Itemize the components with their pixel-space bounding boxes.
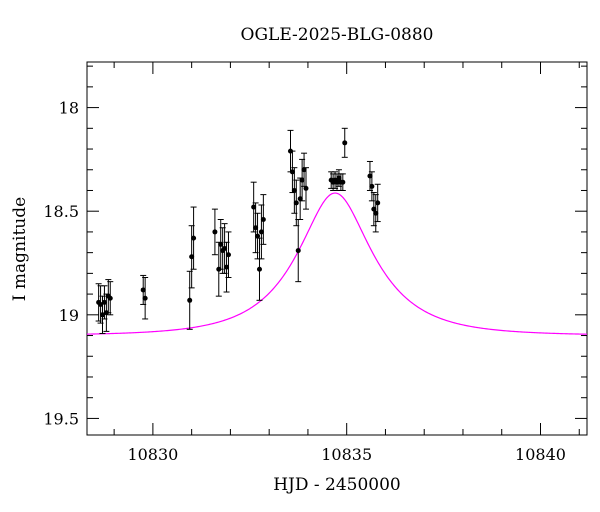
point-marker bbox=[303, 185, 309, 191]
point-marker bbox=[255, 233, 261, 239]
data-point bbox=[250, 181, 257, 233]
x-tick-label: 10840 bbox=[515, 445, 566, 464]
data-point bbox=[211, 208, 218, 256]
x-tick-label: 10835 bbox=[321, 445, 372, 464]
point-marker bbox=[191, 235, 197, 241]
data-point bbox=[142, 277, 149, 320]
point-marker bbox=[289, 169, 295, 175]
data-point bbox=[295, 218, 302, 283]
point-marker bbox=[224, 264, 230, 270]
point-marker bbox=[225, 252, 231, 258]
x-axis-label: HJD - 2450000 bbox=[273, 475, 401, 495]
data-point bbox=[254, 212, 261, 260]
point-marker bbox=[100, 312, 106, 318]
data-point bbox=[97, 285, 104, 324]
point-marker bbox=[373, 210, 379, 216]
point-marker bbox=[371, 206, 377, 212]
data-point bbox=[302, 167, 309, 210]
data-point bbox=[291, 167, 298, 214]
data-point bbox=[301, 152, 308, 187]
point-marker bbox=[260, 216, 266, 222]
point-marker bbox=[301, 167, 307, 173]
point-marker bbox=[342, 140, 348, 146]
data-point bbox=[225, 231, 232, 279]
plot-frame bbox=[86, 61, 588, 436]
data-point bbox=[374, 183, 381, 223]
data-point bbox=[293, 179, 300, 227]
data-point bbox=[190, 206, 197, 270]
point-marker bbox=[256, 266, 262, 272]
point-marker bbox=[299, 177, 305, 183]
data-point bbox=[186, 270, 193, 330]
point-marker bbox=[187, 297, 193, 303]
point-marker bbox=[367, 173, 373, 179]
point-marker bbox=[218, 241, 224, 247]
tick-labels: 10830 10835 10840 18 18.5 19 19.5 bbox=[43, 99, 566, 464]
y-axis-label: I magnitude bbox=[10, 197, 30, 301]
y-tick-label: 18 bbox=[59, 99, 79, 118]
data-point bbox=[107, 281, 114, 316]
data-point bbox=[188, 225, 195, 289]
point-marker bbox=[212, 229, 218, 235]
point-marker bbox=[334, 179, 340, 185]
point-marker bbox=[297, 196, 303, 202]
data-point bbox=[223, 241, 230, 293]
data-point bbox=[297, 177, 304, 220]
point-marker bbox=[375, 200, 381, 206]
point-marker bbox=[291, 187, 297, 193]
model-curve-layer bbox=[86, 192, 588, 335]
data-point bbox=[256, 237, 263, 301]
point-marker bbox=[336, 175, 342, 181]
point-marker bbox=[253, 225, 259, 231]
data-point bbox=[341, 127, 348, 158]
y-tick-label: 19.5 bbox=[43, 409, 79, 428]
y-tick-label: 19 bbox=[59, 306, 79, 325]
point-marker bbox=[340, 179, 346, 185]
axis-ticks bbox=[87, 62, 587, 435]
point-marker bbox=[98, 301, 104, 307]
point-marker bbox=[258, 229, 264, 235]
data-point bbox=[372, 194, 379, 233]
point-marker bbox=[369, 183, 375, 189]
data-point bbox=[258, 204, 265, 260]
point-marker bbox=[293, 200, 299, 206]
chart-title: OGLE-2025-BLG-0880 bbox=[241, 25, 434, 45]
data-point bbox=[260, 194, 267, 245]
data-points-layer bbox=[95, 127, 381, 334]
point-marker bbox=[189, 254, 195, 260]
data-point bbox=[339, 173, 346, 191]
point-marker bbox=[251, 204, 257, 210]
plot-area bbox=[86, 61, 588, 436]
point-marker bbox=[142, 295, 148, 301]
point-marker bbox=[140, 287, 146, 293]
x-tick-label: 10830 bbox=[127, 445, 178, 464]
point-marker bbox=[107, 295, 113, 301]
point-marker bbox=[222, 246, 228, 251]
y-tick-label: 18.5 bbox=[43, 202, 79, 221]
point-marker bbox=[295, 248, 301, 254]
point-marker bbox=[101, 299, 107, 305]
model-curve bbox=[86, 192, 588, 335]
